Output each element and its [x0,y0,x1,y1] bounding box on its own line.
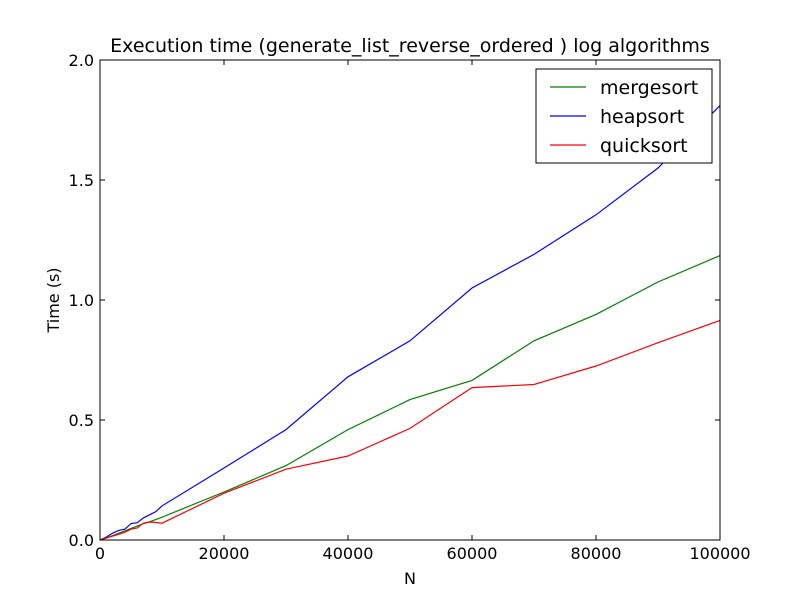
y-tick-label: 2.0 [69,51,94,70]
series-line-heapsort [99,105,721,541]
legend: mergesort heapsort quicksort [535,68,713,164]
y-tick-label: 0.5 [69,411,94,430]
x-tick-label: 80000 [571,544,622,563]
y-tick-label: 1.5 [69,171,94,190]
series-line-quicksort [99,319,721,541]
legend-label-heapsort: heapsort [600,106,684,128]
y-tick-label: 1.0 [69,291,94,310]
x-axis-title: N [404,569,416,588]
x-tick-label: 60000 [447,544,498,563]
x-tick-label: 40000 [323,544,374,563]
y-axis-title: Time (s) [44,267,63,333]
x-tick-label: 0 [95,544,105,563]
series-line-mergesort [99,255,721,541]
y-tick-label: 0.0 [69,531,94,550]
plot-area: 0 20000 40000 60000 80000 100000 0.0 0.5 1.0 1.5 2… [69,51,751,563]
x-tick-label: 20000 [199,544,250,563]
series-lines [99,105,721,541]
x-tick-label: 100000 [689,544,750,563]
axis-ticks: 0 20000 40000 60000 80000 100000 0.0 0.5 1.0 1.5 2… [69,51,751,563]
legend-label-quicksort: quicksort [600,135,688,157]
chart-title: Execution time (generate_list_reverse_or… [110,35,710,57]
legend-label-mergesort: mergesort [600,77,698,99]
